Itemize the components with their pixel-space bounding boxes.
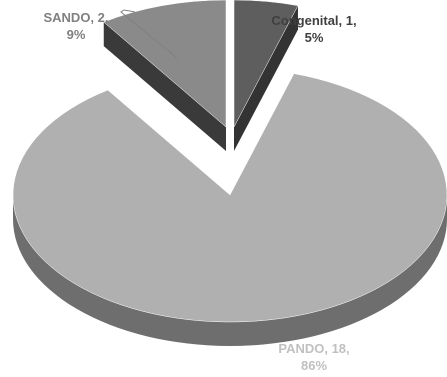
pie-slice-congenital	[233, 0, 299, 128]
sando-leader-line	[120, 9, 178, 59]
pie-slice-pando	[12, 73, 447, 323]
pie-slice-sando	[103, 0, 227, 128]
pie-wall-congenital-1	[234, 5, 298, 151]
data-label-congenital: Congenital, 1, 5%	[271, 13, 357, 45]
data-label-pando: PANDO, 18, 86%	[278, 341, 350, 373]
pie-wall-sando-0	[103, 22, 226, 152]
pie-rim-pando-0	[13, 195, 447, 346]
data-label-sando: SANDO, 2, 9%	[43, 10, 109, 42]
